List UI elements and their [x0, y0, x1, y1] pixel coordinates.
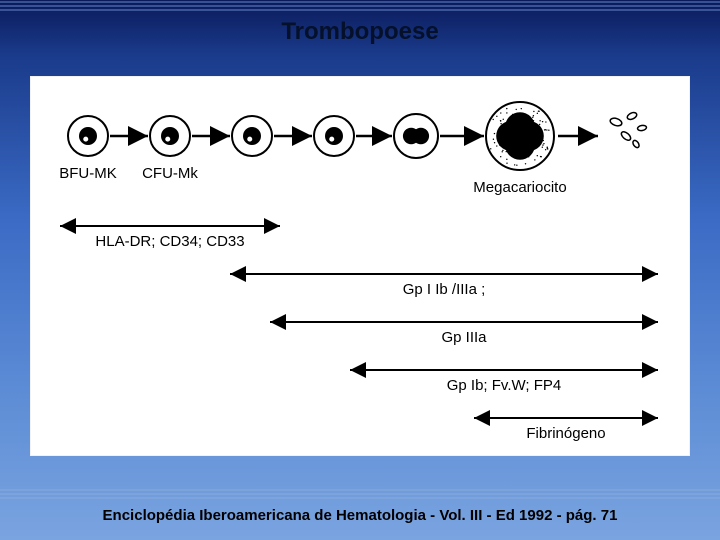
- cell-label-cfu: CFU-Mk: [142, 165, 198, 182]
- platelet-fragments: [609, 111, 647, 149]
- header-rules: [0, 0, 720, 18]
- cell-s5: [394, 114, 438, 158]
- marker-label-1: Gp I Ib /IIIa ;: [403, 281, 486, 298]
- marker-label-4: Fibrinógeno: [526, 425, 605, 442]
- marker-label-0: HLA-DR; CD34; CD33: [95, 233, 244, 250]
- cell-label-bfu: BFU-MK: [59, 165, 117, 182]
- diagram-svg: BFU-MK CFU-Mk Megacariocito HLA-DR; CD34; C…: [30, 76, 690, 456]
- slide-footer-citation: Enciclopédia Iberoamericana de Hematolog…: [0, 507, 720, 524]
- marker-label-3: Gp Ib; Fv.W; FP4: [447, 377, 561, 394]
- slide-title: Trombopoese: [0, 18, 720, 46]
- cell-cfu: [150, 116, 190, 156]
- footer-rules: [0, 488, 720, 502]
- cell-label-mega: Megacariocito: [473, 179, 566, 196]
- slide-root: Trombopoese BFU-MK CFU-Mk Megacariocito HLA…: [0, 0, 720, 540]
- diagram-panel: BFU-MK CFU-Mk Megacariocito HLA-DR; CD34; C…: [30, 76, 690, 456]
- cell-mega: [486, 102, 554, 170]
- cell-bfu: [68, 116, 108, 156]
- cell-s3: [232, 116, 272, 156]
- cell-s4: [314, 116, 354, 156]
- marker-label-2: Gp IIIa: [441, 329, 487, 346]
